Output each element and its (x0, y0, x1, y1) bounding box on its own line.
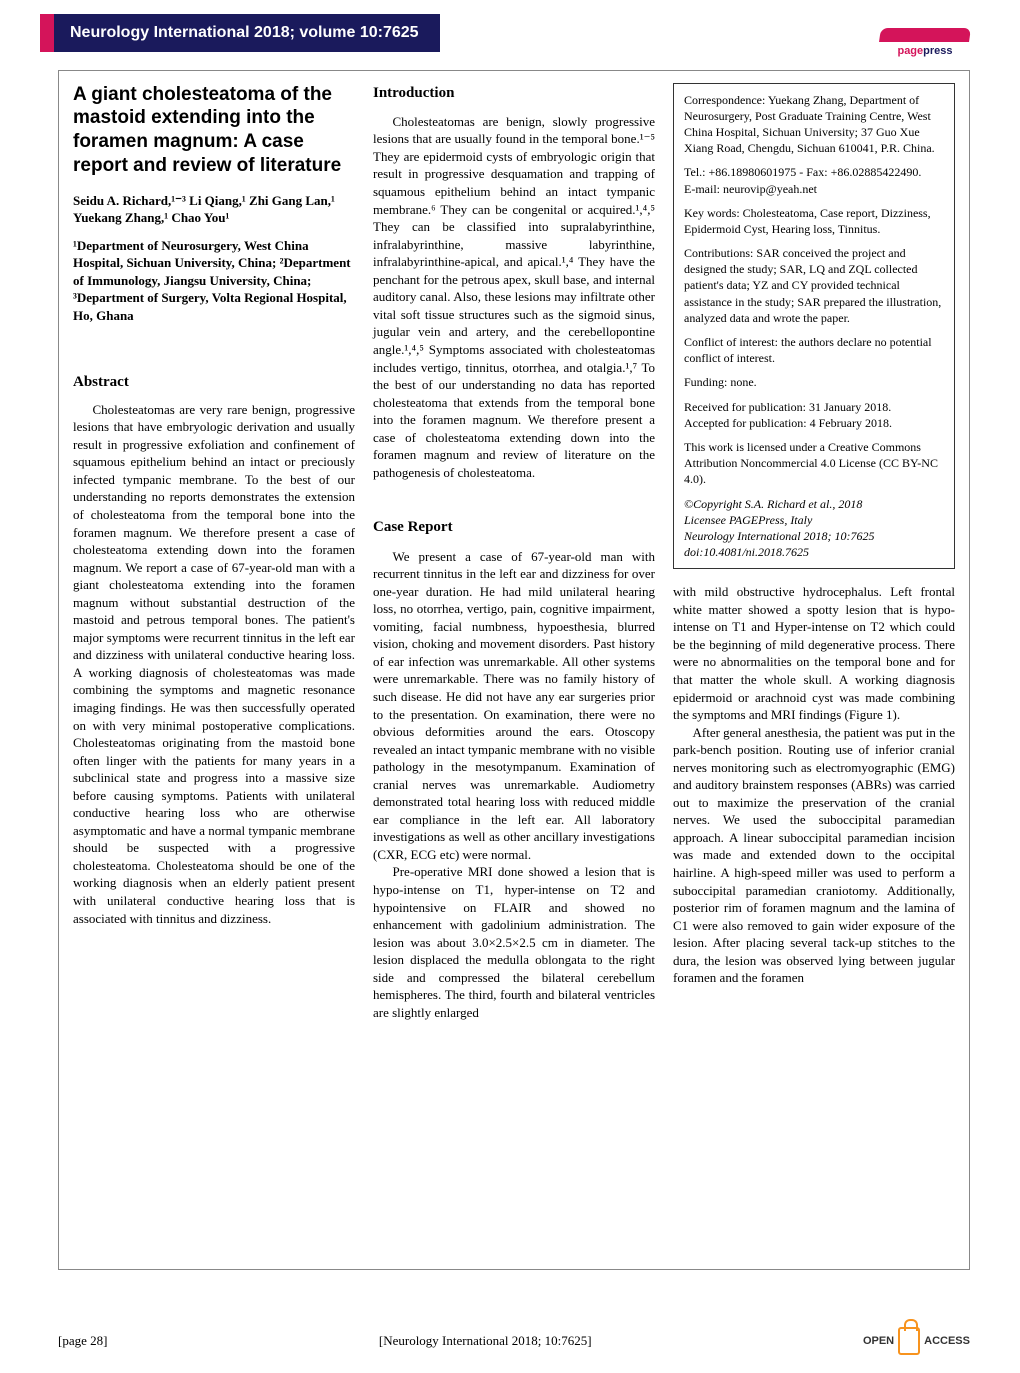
box-accepted: Accepted for publication: 4 February 201… (684, 415, 944, 431)
abstract-heading: Abstract (73, 372, 355, 392)
oa-open-text: OPEN (863, 1334, 894, 1349)
box-licensee: Licensee PAGEPress, Italy (684, 512, 944, 528)
oa-access-text: ACCESS (924, 1334, 970, 1349)
box-copyright: ©Copyright S.A. Richard et al., 2018 (684, 496, 944, 512)
box-email: E-mail: neurovip@yeah.net (684, 181, 944, 197)
article-body: A giant cholesteatoma of the mastoid ext… (58, 70, 970, 1270)
abstract-text: Cholesteatomas are very rare benign, pro… (73, 401, 355, 927)
box-funding: Funding: none. (684, 374, 944, 390)
journal-header: Neurology International 2018; volume 10:… (40, 14, 440, 52)
introduction-heading: Introduction (373, 83, 655, 103)
open-access-badge: OPEN ACCESS (863, 1327, 970, 1355)
case-text-2: Pre-operative MRI done showed a lesion t… (373, 863, 655, 1021)
box-doi: doi:10.4081/ni.2018.7625 (684, 544, 944, 560)
continuation-text-1: with mild obstructive hydrocephalus. Lef… (673, 583, 955, 723)
correspondence-box: Correspondence: Yuekang Zhang, Departmen… (673, 83, 955, 570)
box-license: This work is licensed under a Creative C… (684, 439, 944, 488)
box-correspondence: Correspondence: Yuekang Zhang, Departmen… (684, 92, 944, 157)
box-tel: Tel.: +86.18980601975 - Fax: +86.0288542… (684, 164, 944, 180)
box-received: Received for publication: 31 January 201… (684, 399, 944, 415)
introduction-text: Cholesteatomas are benign, slowly progre… (373, 113, 655, 481)
continuation-text-2: After general anesthesia, the patient wa… (673, 724, 955, 987)
authors: Seidu A. Richard,¹⁻³ Li Qiang,¹ Zhi Gang… (73, 192, 355, 227)
footer-page-number: [page 28] (58, 1332, 107, 1350)
footer-citation: [Neurology International 2018; 10:7625] (379, 1332, 592, 1350)
logo-text-1: page (897, 45, 923, 57)
article-title: A giant cholesteatoma of the mastoid ext… (73, 83, 355, 178)
logo-text-2: press (923, 45, 952, 57)
box-keywords: Key words: Cholesteatoma, Case report, D… (684, 205, 944, 237)
page-footer: [page 28] [Neurology International 2018;… (58, 1327, 970, 1355)
affiliations: ¹Department of Neurosurgery, West China … (73, 237, 355, 325)
box-contributions: Contributions: SAR conceived the project… (684, 245, 944, 326)
box-conflict: Conflict of interest: the authors declar… (684, 334, 944, 366)
case-report-heading: Case Report (373, 517, 655, 537)
open-access-lock-icon (898, 1327, 920, 1355)
case-text-1: We present a case of 67-year-old man wit… (373, 548, 655, 864)
publisher-logo: pagepress (880, 28, 970, 78)
box-ref: Neurology International 2018; 10:7625 (684, 528, 944, 544)
